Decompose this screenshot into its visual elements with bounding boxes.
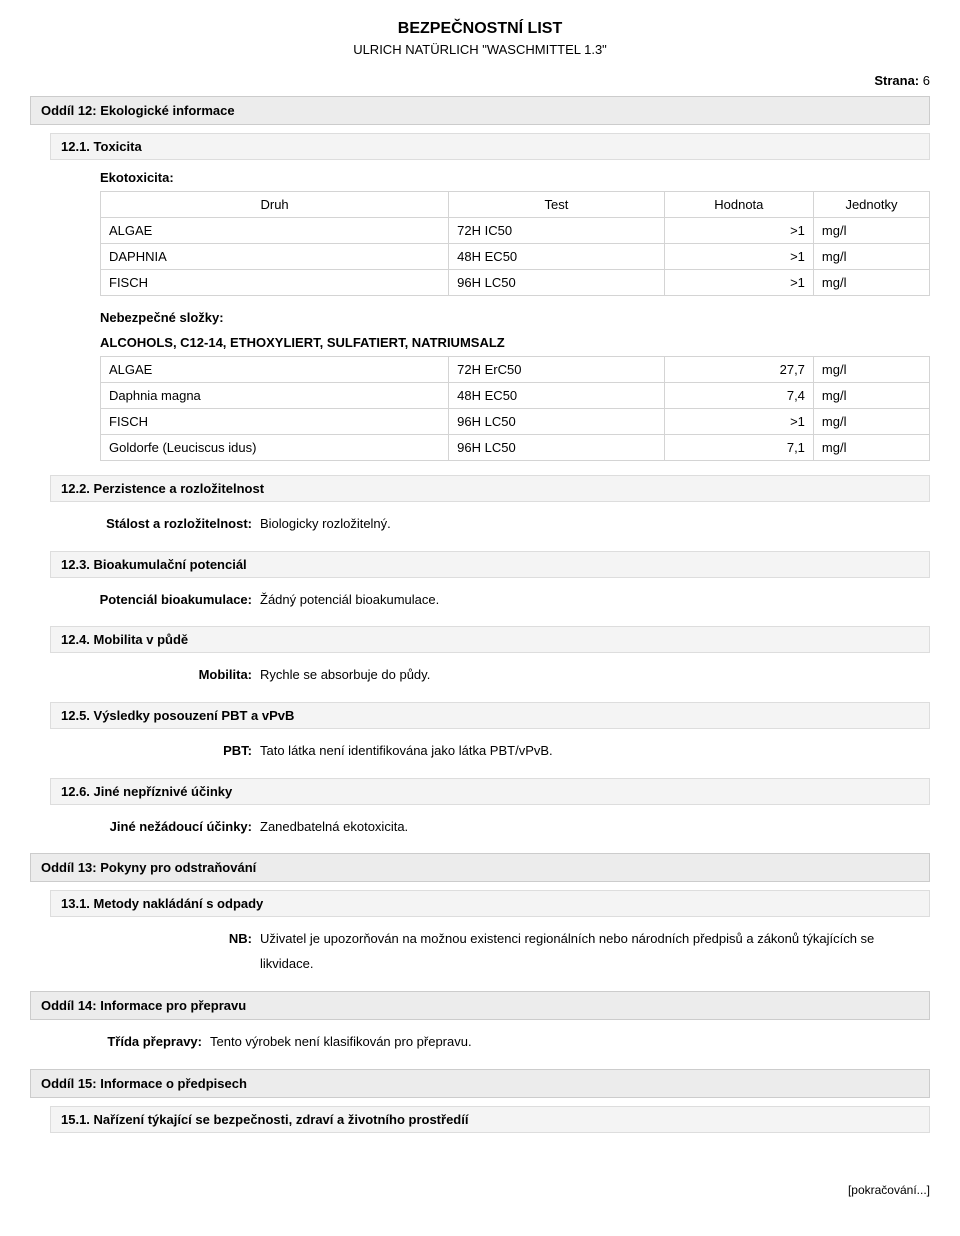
pbt-value: Tato látka není identifikována jako látk… xyxy=(260,739,930,764)
substance-name: ALCOHOLS, C12-14, ETHOXYLIERT, SULFATIER… xyxy=(100,335,930,350)
table-row: DAPHNIA48H EC50>1mg/l xyxy=(101,244,930,270)
doc-title: BEZPEČNOSTNÍ LIST xyxy=(30,20,930,38)
nb-label: NB: xyxy=(30,927,260,976)
table-cell: mg/l xyxy=(813,218,929,244)
table-row: FISCH96H LC50>1mg/l xyxy=(101,270,930,296)
table-header-cell: Hodnota xyxy=(664,192,813,218)
continuation-footer: [pokračování...] xyxy=(30,1183,930,1197)
section-12-5-header: 12.5. Výsledky posouzení PBT a vPvB xyxy=(50,702,930,729)
table-cell: 27,7 xyxy=(664,357,813,383)
table-row: Goldorfe (Leuciscus idus)96H LC507,1mg/l xyxy=(101,435,930,461)
table-cell: 96H LC50 xyxy=(449,270,665,296)
table-cell: mg/l xyxy=(813,409,929,435)
mobility-label: Mobilita: xyxy=(30,663,260,688)
section-12-4-header: 12.4. Mobilita v půdě xyxy=(50,626,930,653)
table-row: ALGAE72H IC50>1mg/l xyxy=(101,218,930,244)
section-13-header: Oddíl 13: Pokyny pro odstraňování xyxy=(30,853,930,882)
table-cell: mg/l xyxy=(813,383,929,409)
table-cell: >1 xyxy=(664,244,813,270)
table-cell: 72H IC50 xyxy=(449,218,665,244)
table-cell: 7,4 xyxy=(664,383,813,409)
substance-table: ALGAE72H ErC5027,7mg/lDaphnia magna48H E… xyxy=(100,356,930,461)
persistence-label: Stálost a rozložitelnost: xyxy=(30,512,260,537)
mobility-value: Rychle se absorbuje do půdy. xyxy=(260,663,930,688)
table-cell: 72H ErC50 xyxy=(449,357,665,383)
other-effects-value: Zanedbatelná ekotoxicita. xyxy=(260,815,930,840)
hazard-components-label: Nebezpečné složky: xyxy=(100,310,930,325)
table-row: FISCH96H LC50>1mg/l xyxy=(101,409,930,435)
section-12-1-header: 12.1. Toxicita xyxy=(50,133,930,160)
table-header-cell: Jednotky xyxy=(813,192,929,218)
table-cell: >1 xyxy=(664,218,813,244)
table-cell: Goldorfe (Leuciscus idus) xyxy=(101,435,449,461)
ecotoxicity-label: Ekotoxicita: xyxy=(100,170,930,185)
table-cell: mg/l xyxy=(813,357,929,383)
table-cell: FISCH xyxy=(101,409,449,435)
page-label: Strana: xyxy=(874,73,919,88)
section-12-6-header: 12.6. Jiné nepříznivé účinky xyxy=(50,778,930,805)
other-effects-label: Jiné nežádoucí účinky: xyxy=(30,815,260,840)
table-cell: 96H LC50 xyxy=(449,435,665,461)
table-cell: DAPHNIA xyxy=(101,244,449,270)
section-15-1-header: 15.1. Nařízení týkající se bezpečnosti, … xyxy=(50,1106,930,1133)
table-header-cell: Druh xyxy=(101,192,449,218)
section-15-header: Oddíl 15: Informace o předpisech xyxy=(30,1069,930,1098)
table-cell: >1 xyxy=(664,409,813,435)
section-13-1-header: 13.1. Metody nakládání s odpady xyxy=(50,890,930,917)
table-cell: mg/l xyxy=(813,270,929,296)
persistence-value: Biologicky rozložitelný. xyxy=(260,512,930,537)
table-cell: 96H LC50 xyxy=(449,409,665,435)
table-cell: Daphnia magna xyxy=(101,383,449,409)
section-12-3-header: 12.3. Bioakumulační potenciál xyxy=(50,551,930,578)
table-cell: ALGAE xyxy=(101,357,449,383)
table-header-cell: Test xyxy=(449,192,665,218)
table-cell: 48H EC50 xyxy=(449,383,665,409)
table-row: Daphnia magna48H EC507,4mg/l xyxy=(101,383,930,409)
section-12-header: Oddíl 12: Ekologické informace xyxy=(30,96,930,125)
transport-class-value: Tento výrobek není klasifikován pro přep… xyxy=(210,1030,930,1055)
page-number: Strana: 6 xyxy=(30,73,930,88)
doc-subtitle: ULRICH NATÜRLICH "WASCHMITTEL 1.3" xyxy=(30,42,930,57)
table-row: ALGAE72H ErC5027,7mg/l xyxy=(101,357,930,383)
table-cell: ALGAE xyxy=(101,218,449,244)
bioaccumulation-value: Žádný potenciál bioakumulace. xyxy=(260,588,930,613)
section-14-header: Oddíl 14: Informace pro přepravu xyxy=(30,991,930,1020)
table-cell: 48H EC50 xyxy=(449,244,665,270)
table-cell: >1 xyxy=(664,270,813,296)
table-cell: FISCH xyxy=(101,270,449,296)
page-number-value: 6 xyxy=(923,73,930,88)
table-cell: mg/l xyxy=(813,244,929,270)
transport-class-label: Třída přepravy: xyxy=(30,1030,210,1055)
table-cell: mg/l xyxy=(813,435,929,461)
section-12-2-header: 12.2. Perzistence a rozložitelnost xyxy=(50,475,930,502)
bioaccumulation-label: Potenciál bioakumulace: xyxy=(30,588,260,613)
table-cell: 7,1 xyxy=(664,435,813,461)
ecotoxicity-table: DruhTestHodnotaJednotkyALGAE72H IC50>1mg… xyxy=(100,191,930,296)
pbt-label: PBT: xyxy=(30,739,260,764)
nb-value: Uživatel je upozorňován na možnou existe… xyxy=(260,927,930,976)
